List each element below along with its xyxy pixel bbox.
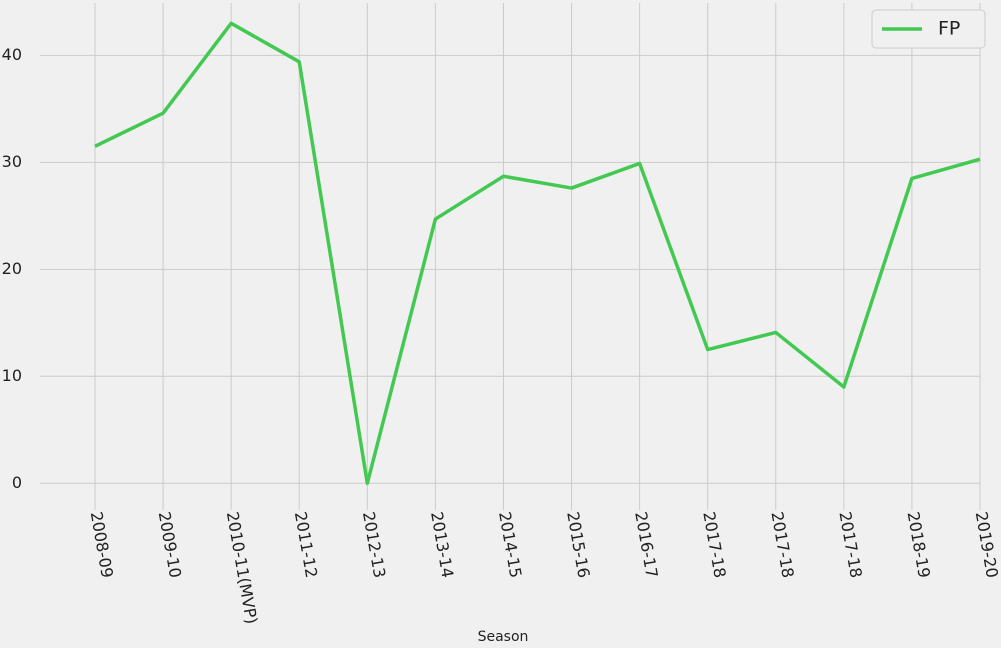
legend-box [871, 9, 986, 49]
y-tick-label: 10 [2, 366, 22, 385]
legend-label: FP [938, 18, 960, 40]
y-tick-label: 30 [2, 152, 22, 171]
data-line [94, 21, 981, 486]
x-axis-label: Season [478, 629, 529, 645]
y-tick-label: 0 [12, 473, 22, 492]
y-tick-label: 20 [2, 259, 22, 278]
y-tick-label: 40 [2, 45, 22, 64]
